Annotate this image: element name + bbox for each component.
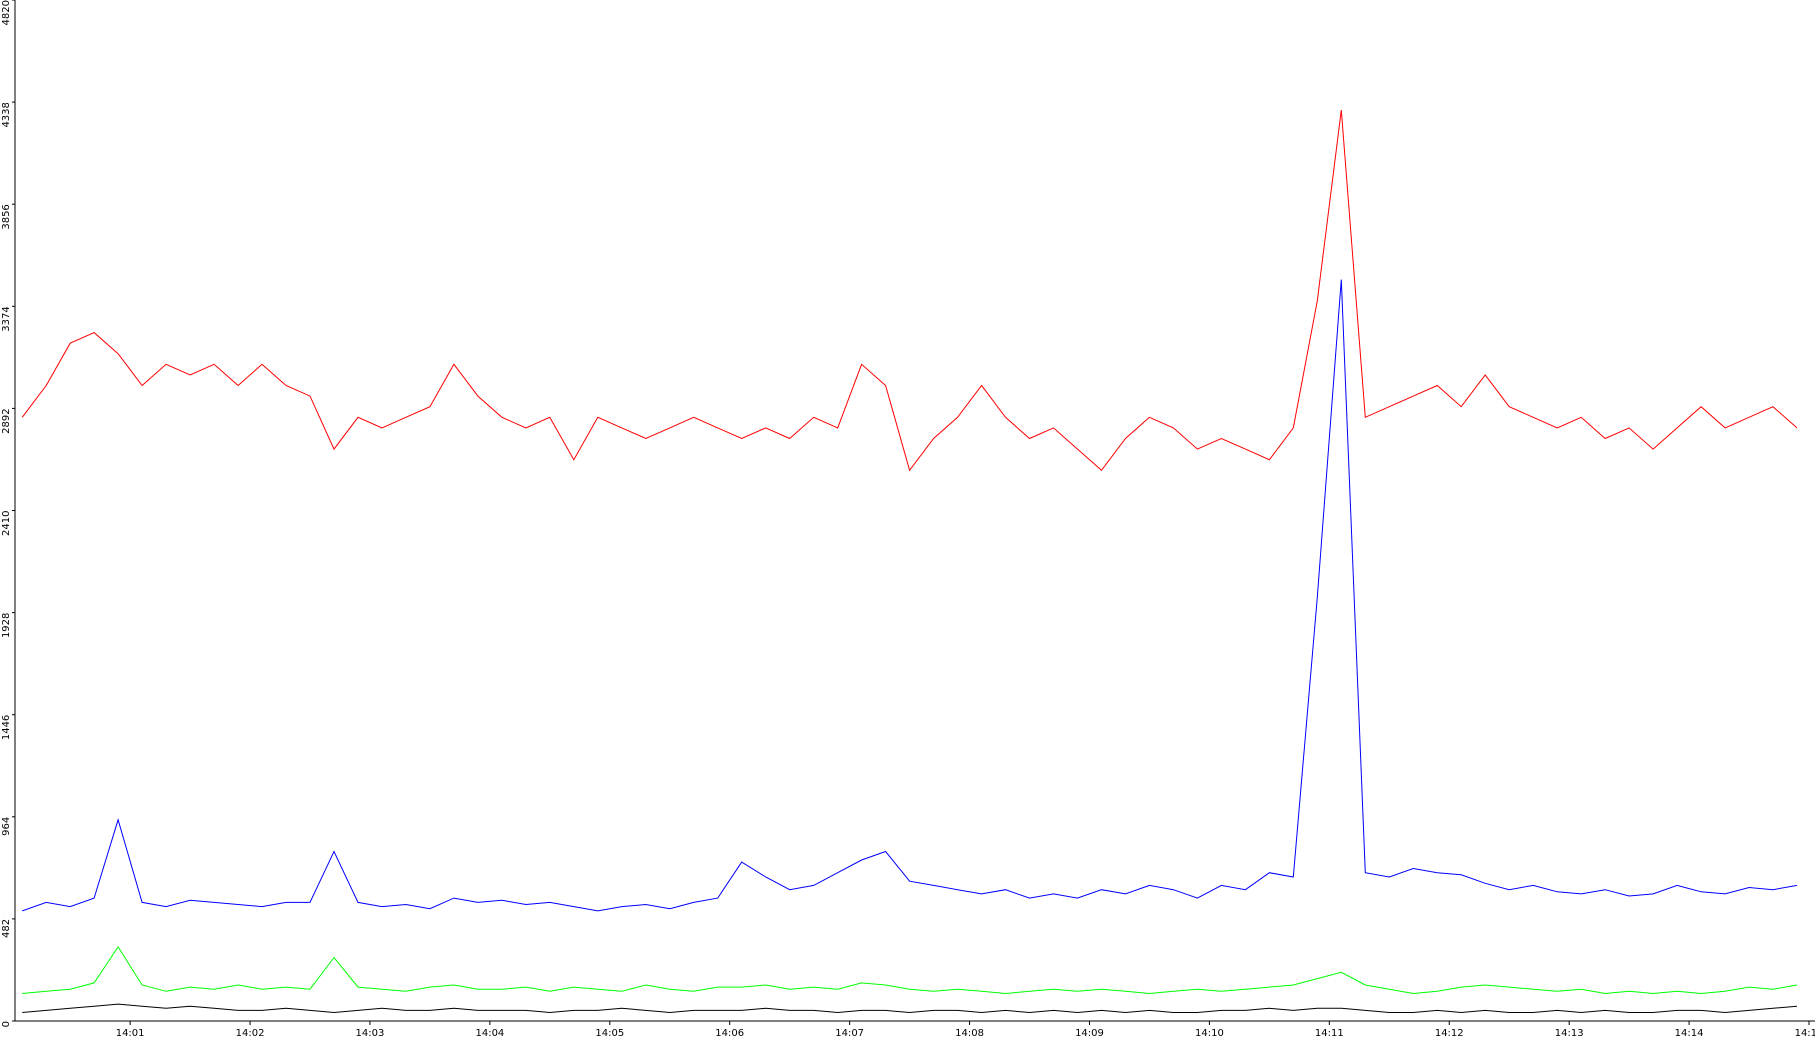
series-line: [22, 279, 1798, 912]
x-tick-label: 14:13: [1555, 1028, 1584, 1039]
y-tick-label: 964: [1, 817, 12, 836]
x-tick-label: 14:12: [1435, 1028, 1464, 1039]
x-tick-label: 14:11: [1315, 1028, 1344, 1039]
y-tick-label: 482: [1, 919, 12, 938]
y-tick-label: 3856: [1, 204, 12, 229]
y-tick-label: 0: [1, 1021, 12, 1027]
x-tick-label: 14:01: [116, 1028, 145, 1039]
x-tick-label: 14:05: [595, 1028, 624, 1039]
y-tick-label: 1446: [1, 715, 12, 740]
x-tick-label: 14:07: [835, 1028, 864, 1039]
series-line: [22, 1003, 1798, 1014]
x-tick-label: 14:06: [715, 1028, 744, 1039]
x-tick-label: 14:02: [236, 1028, 265, 1039]
x-tick-label: 14:08: [955, 1028, 984, 1039]
y-tick-label: 1928: [1, 613, 12, 638]
x-tick-label: 14:09: [1075, 1028, 1104, 1039]
x-tick-label: 14:15: [1795, 1028, 1815, 1039]
y-tick-label: 4820: [1, 0, 12, 25]
y-tick-label: 3374: [1, 306, 12, 331]
y-tick-label: 2410: [1, 511, 12, 536]
x-tick-label: 14:03: [356, 1028, 385, 1039]
x-tick-label: 14:14: [1675, 1028, 1704, 1039]
x-tick-label: 14:10: [1195, 1028, 1224, 1039]
y-tick-label: 2892: [1, 408, 12, 433]
series-line: [21, 110, 1798, 472]
y-tick-label: 4338: [1, 102, 12, 127]
x-tick-label: 14:04: [475, 1028, 504, 1039]
series-line: [22, 945, 1798, 995]
